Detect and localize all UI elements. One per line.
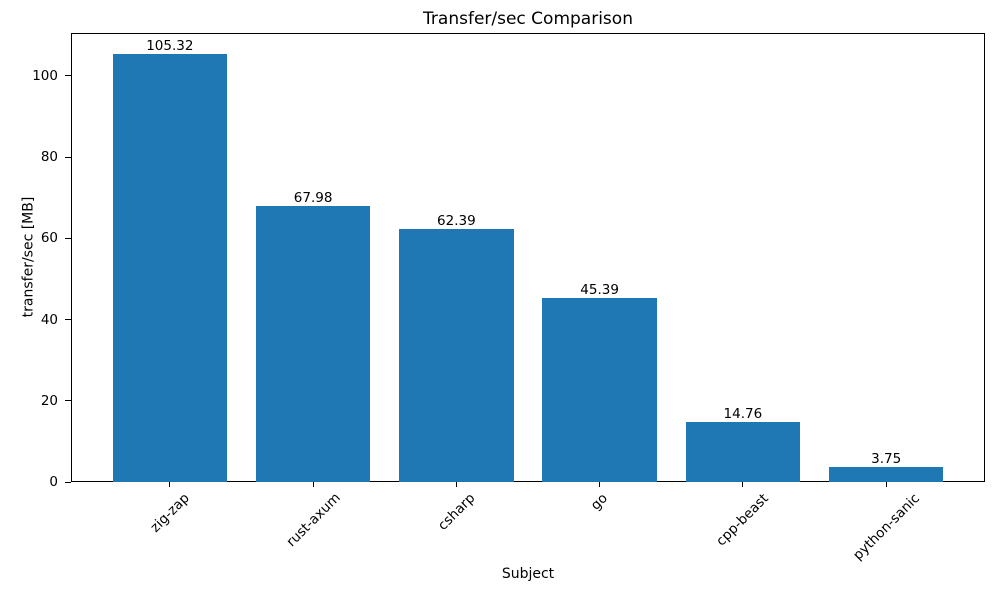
y-tick-label: 0 — [49, 474, 58, 490]
bar-zig-zap — [112, 54, 228, 482]
bar-value-label: 67.98 — [293, 189, 333, 206]
x-tick-label-rust-axum: rust-axum — [283, 490, 344, 551]
x-tick-mark — [169, 482, 171, 487]
x-tick-mark — [885, 482, 887, 487]
x-tick-mark — [742, 482, 744, 487]
x-tick-label-cpp-beast: cpp-beast — [713, 490, 773, 549]
x-tick-label-zig-zap: zig-zap — [147, 490, 193, 536]
y-tick-mark — [65, 156, 71, 158]
x-tick-label-csharp: csharp — [434, 490, 479, 534]
y-tick-label: 20 — [40, 392, 58, 409]
bar-csharp — [399, 228, 514, 482]
bar-rust-axum — [255, 205, 371, 482]
bar-go — [542, 297, 657, 482]
y-tick-mark — [65, 319, 71, 321]
bar-value-label: 3.75 — [871, 450, 902, 467]
y-tick-mark — [65, 481, 71, 483]
y-tick-label: 60 — [40, 230, 58, 247]
y-tick-label: 40 — [40, 311, 58, 328]
bar-value-label: 45.39 — [580, 281, 619, 298]
x-tick-label-go: go — [587, 490, 612, 514]
bar-cpp-beast — [685, 422, 801, 482]
x-axis-label: Subject — [501, 566, 555, 582]
bar-value-label: 14.76 — [723, 406, 763, 423]
x-tick-mark — [599, 482, 601, 487]
bar-value-label: 62.39 — [437, 212, 476, 229]
y-tick-label: 80 — [40, 149, 58, 166]
x-tick-mark — [455, 482, 457, 487]
y-tick-mark — [65, 75, 71, 77]
y-tick-mark — [65, 400, 71, 402]
chart-title: Transfer/sec Comparison — [423, 9, 633, 29]
bar-python-sanic — [828, 466, 944, 482]
y-axis-label: transfer/sec [MB] — [20, 196, 37, 318]
bar-value-label: 105.32 — [146, 38, 194, 55]
x-tick-label-python-sanic: python-sanic — [849, 490, 923, 564]
y-tick-label: 100 — [32, 67, 58, 84]
y-tick-mark — [65, 237, 71, 239]
x-tick-mark — [312, 482, 314, 487]
